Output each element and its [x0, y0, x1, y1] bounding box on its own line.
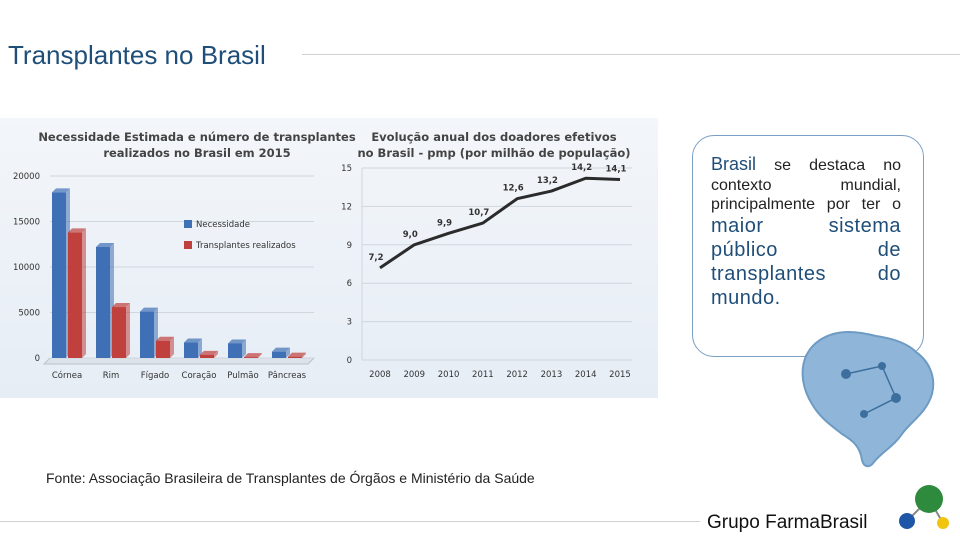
bar-transplantes [156, 340, 170, 358]
bar-top-face [272, 347, 290, 352]
bar-necessidade [184, 342, 198, 358]
line-data-label: 14,1 [606, 165, 627, 175]
source-note: Fonte: Associação Brasileira de Transpla… [46, 470, 535, 486]
line-x-tick: 2015 [609, 370, 631, 380]
bar-category-label: Coração [182, 371, 217, 381]
bar-top-face [52, 188, 70, 193]
line-y-tick: 0 [347, 356, 352, 366]
brand-name: Grupo FarmaBrasil [707, 512, 868, 533]
bar-category-label: Pâncreas [268, 371, 307, 381]
line-x-tick: 2011 [472, 370, 494, 380]
line-data-label: 13,2 [537, 176, 558, 186]
bar-top-face [288, 352, 306, 357]
bar-necessidade [272, 351, 286, 358]
bar-category-label: Pulmão [227, 371, 258, 381]
line-data-label: 9,9 [437, 218, 452, 228]
bar-side-face [170, 336, 174, 358]
legend-label-necessidade: Necessidade [196, 220, 250, 230]
bar-necessidade [228, 343, 242, 358]
farmabrasil-logo-icon [899, 485, 949, 529]
bar-side-face [302, 352, 306, 358]
bar-chart: 0 5000 10000 15000 20000 Córnea Rim Fígado Coraç… [13, 172, 316, 381]
bar-side-face [242, 339, 246, 358]
bar-top-face [228, 339, 246, 344]
bar-top-face [112, 303, 130, 308]
bar-side-face [214, 350, 218, 358]
line-y-tick: 6 [347, 279, 352, 289]
title-divider [302, 54, 960, 55]
bar-side-face [258, 353, 262, 358]
charts-svg: Necessidade Estimada e número de transpl… [13, 130, 632, 381]
line-data-label: 10,7 [468, 208, 489, 218]
bar-necessidade [52, 192, 66, 358]
line-x-tick: 2008 [369, 370, 391, 380]
bar-top-face [244, 353, 262, 358]
bar-transplantes [68, 232, 82, 358]
legend-label-transplantes: Transplantes realizados [195, 241, 296, 251]
line-x-tick: 2013 [541, 370, 563, 380]
callout-brasil: Brasil [711, 154, 757, 174]
line-y-tick: 12 [341, 202, 352, 212]
line-chart-title-1: Evolução anual dos doadores efetivos [371, 130, 616, 144]
line-chart: 0 3 6 9 12 15 2008 7,2 2009 9,0 2010 9,9 2011 10,7 201… [341, 163, 632, 380]
line-x-tick: 2012 [506, 370, 528, 380]
bar-chart-title-2: realizados no Brasil em 2015 [103, 146, 290, 160]
bar-side-face [82, 228, 86, 358]
line-data-label: 14,2 [571, 163, 592, 173]
brazil-map-icon [801, 331, 935, 468]
bar-side-face [198, 338, 202, 358]
bar-top-face [140, 307, 158, 312]
bar-top-face [156, 336, 174, 341]
bar-side-face [126, 303, 130, 358]
callout-emphasis: maior sistema público de transplantes do… [711, 214, 901, 309]
charts-panel: Necessidade Estimada e número de transpl… [0, 118, 658, 398]
highlight-callout: Brasil se destaca no contexto mundial, p… [692, 135, 924, 357]
bar-y-tick: 15000 [13, 218, 40, 228]
line-data-label: 12,6 [503, 184, 524, 194]
line-y-tick: 15 [341, 164, 352, 174]
bar-top-face [200, 350, 218, 355]
bar-top-face [96, 242, 114, 247]
bar-chart-floor [42, 357, 316, 365]
line-series-doadores [379, 176, 621, 270]
line-x-tick: 2009 [403, 370, 425, 380]
line-data-label: 9,0 [403, 230, 418, 240]
line-data-label: 7,2 [368, 253, 383, 263]
bar-y-tick: 10000 [13, 263, 40, 273]
bar-necessidade [140, 311, 154, 358]
bar-transplantes [112, 307, 126, 358]
bar-necessidade [96, 246, 110, 358]
slide-title: Transplantes no Brasil [8, 40, 266, 70]
line-y-tick: 9 [347, 241, 352, 251]
line-x-tick: 2014 [575, 370, 597, 380]
bar-y-tick: 5000 [18, 309, 40, 319]
bar-top-face [68, 228, 86, 233]
bar-top-face [184, 338, 202, 343]
bar-legend: Necessidade Transplantes realizados [184, 220, 296, 251]
legend-swatch-transplantes [184, 241, 192, 249]
bar-category-label: Fígado [141, 371, 169, 381]
bar-category-label: Córnea [52, 370, 82, 381]
line-chart-title-2: no Brasil - pmp (por milhão de população… [357, 146, 630, 160]
footer-divider [0, 521, 700, 522]
bar-transplantes [288, 356, 302, 358]
bar-y-tick: 0 [35, 354, 40, 364]
bar-transplantes [200, 354, 214, 358]
bar-side-face [286, 347, 290, 358]
line-y-tick: 3 [347, 318, 352, 328]
callout-context: se destaca no contexto mundial, principa… [711, 157, 902, 213]
bar-transplantes [244, 357, 258, 358]
line-x-tick: 2010 [438, 370, 460, 380]
bar-y-tick: 20000 [13, 172, 40, 182]
legend-swatch-necessidade [184, 220, 192, 228]
bar-category-label: Rim [103, 371, 120, 381]
bar-chart-title-1: Necessidade Estimada e número de transpl… [38, 130, 356, 144]
